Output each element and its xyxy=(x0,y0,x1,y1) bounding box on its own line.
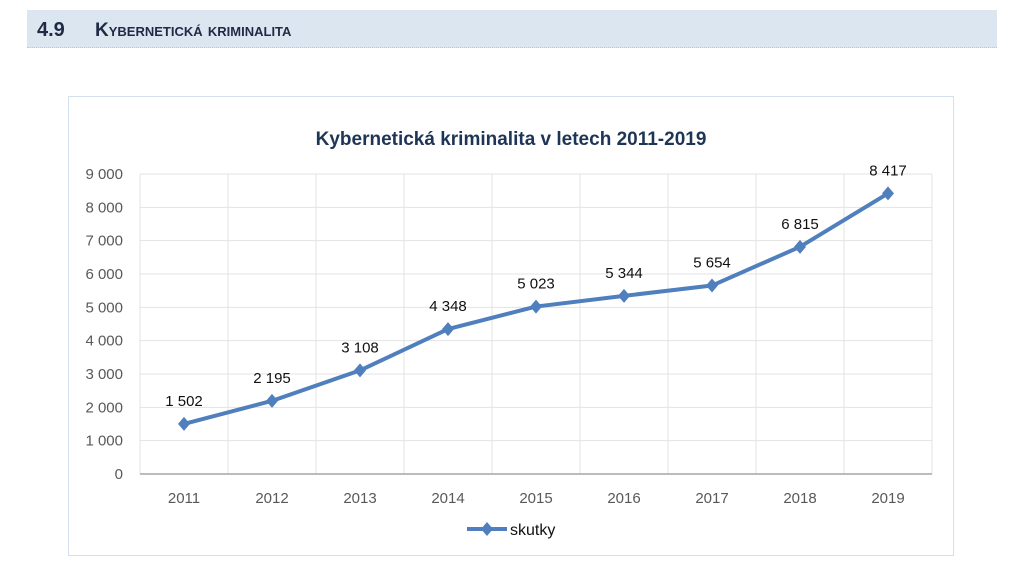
data-label: 3 108 xyxy=(341,339,379,356)
x-tick-label: 2012 xyxy=(255,490,288,507)
y-tick-label: 4 000 xyxy=(85,333,123,350)
x-tick-label: 2015 xyxy=(519,490,552,507)
data-label: 4 348 xyxy=(429,298,467,315)
data-point xyxy=(354,363,366,378)
data-point xyxy=(882,186,894,201)
y-tick-label: 2 000 xyxy=(85,399,123,416)
x-tick-label: 2013 xyxy=(343,490,376,507)
data-label: 5 023 xyxy=(517,276,555,293)
y-tick-label: 3 000 xyxy=(85,366,123,383)
data-point xyxy=(706,278,718,293)
data-label: 2 195 xyxy=(253,370,291,387)
y-tick-label: 6 000 xyxy=(85,266,123,283)
section-title: Kybernetická kriminalita xyxy=(95,20,292,41)
x-tick-label: 2019 xyxy=(871,490,904,507)
data-point xyxy=(442,322,454,337)
data-point xyxy=(794,239,806,254)
y-tick-label: 0 xyxy=(115,466,123,483)
data-label: 5 344 xyxy=(605,265,643,282)
data-point xyxy=(530,299,542,314)
y-tick-label: 7 000 xyxy=(85,233,123,250)
chart-frame xyxy=(68,96,954,556)
y-tick-label: 1 000 xyxy=(85,433,123,450)
data-point xyxy=(618,288,630,303)
section-number: 4.9 xyxy=(37,19,65,41)
data-point xyxy=(266,393,278,408)
section-header: 4.9 Kybernetická kriminalita xyxy=(27,10,997,48)
data-label: 8 417 xyxy=(869,162,907,179)
data-label: 6 815 xyxy=(781,216,819,233)
legend-marker xyxy=(481,522,493,536)
x-tick-label: 2017 xyxy=(695,490,728,507)
legend-label: skutky xyxy=(510,522,555,539)
y-tick-label: 9 000 xyxy=(85,166,123,183)
x-tick-label: 2018 xyxy=(783,490,816,507)
y-tick-label: 5 000 xyxy=(85,299,123,316)
data-label: 1 502 xyxy=(165,393,203,410)
data-point xyxy=(178,416,190,431)
x-tick-label: 2011 xyxy=(168,490,200,507)
data-label: 5 654 xyxy=(693,255,731,272)
chart-title: Kybernetická kriminalita v letech 2011-2… xyxy=(316,129,707,150)
y-tick-label: 8 000 xyxy=(85,199,123,216)
x-tick-label: 2016 xyxy=(607,490,640,507)
x-tick-label: 2014 xyxy=(431,490,464,507)
